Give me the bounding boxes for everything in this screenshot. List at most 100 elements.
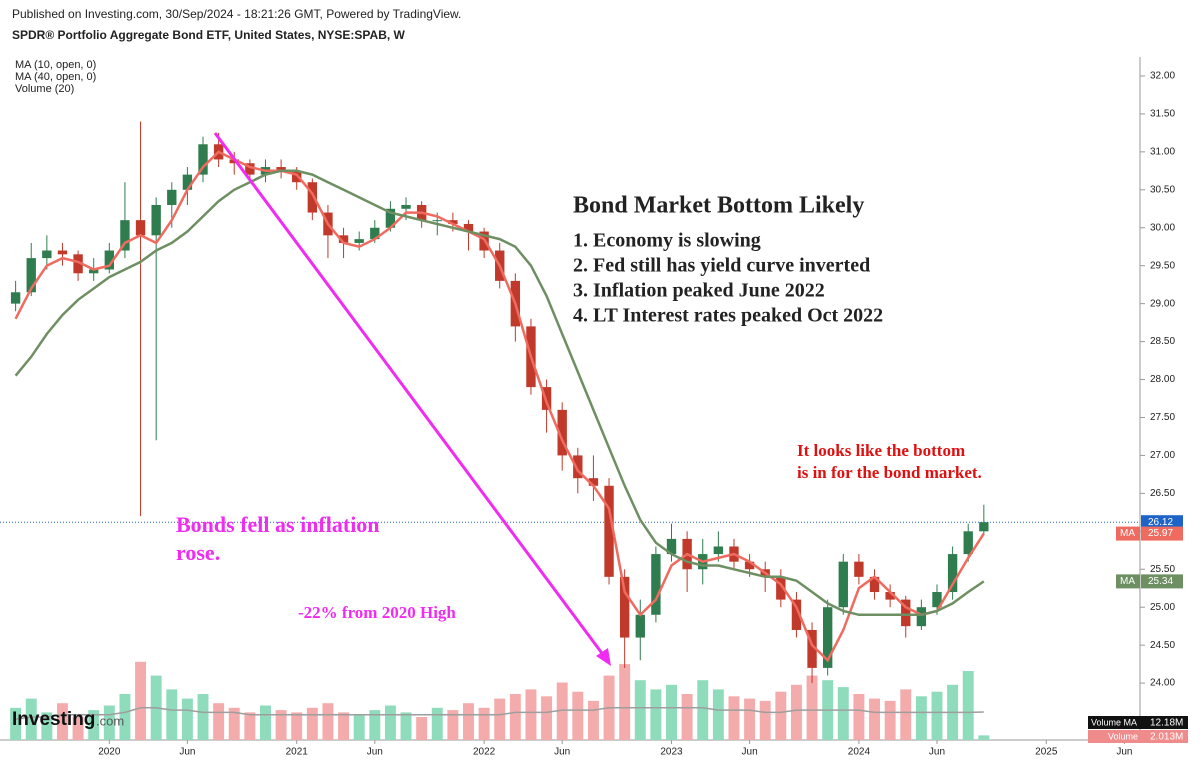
instrument-title: SPDR® Portfolio Aggregate Bond ETF, Unit… <box>12 28 406 42</box>
candle-body <box>807 629 817 668</box>
candle-body <box>854 561 864 577</box>
volume-bar <box>541 696 553 740</box>
price-label-box <box>1141 515 1183 530</box>
volume-bar <box>119 694 131 740</box>
candle-body <box>635 614 645 638</box>
volume-bar <box>775 691 787 740</box>
volume-bar <box>697 680 709 740</box>
volume-bar <box>322 703 334 740</box>
volume-bar <box>25 698 37 740</box>
volume-bar <box>681 694 693 740</box>
candle-body <box>198 144 208 175</box>
volume-bar <box>744 698 756 740</box>
volume-bar <box>650 689 662 740</box>
volume-bar <box>103 705 115 740</box>
x-tick-label: Jun <box>929 747 945 758</box>
volume-value: 2.013M <box>1150 732 1183 743</box>
candle-body <box>354 239 364 243</box>
candle-body <box>182 174 193 190</box>
x-tick-label: Jun <box>1116 747 1132 758</box>
candle-body <box>463 223 474 232</box>
price-label-box <box>1141 526 1183 541</box>
price-label-box <box>1141 574 1183 589</box>
plot <box>0 121 1140 740</box>
volume-bar <box>291 712 303 740</box>
y-tick-label: 32.00 <box>1150 71 1175 82</box>
x-tick-label: 2024 <box>848 747 871 758</box>
volume-bar <box>869 698 880 740</box>
x-tick-label: Jun <box>179 747 195 758</box>
candle-body <box>307 182 318 213</box>
logo-suffix: .com <box>96 713 124 728</box>
volume-ma-name: Volume MA <box>1091 717 1137 727</box>
candle-body <box>744 561 755 570</box>
y-tick-label: 29.00 <box>1150 298 1175 309</box>
bottom-note: is in for the bond market. <box>797 463 982 482</box>
candle-body <box>791 599 802 630</box>
volume-bar <box>931 691 943 740</box>
volume-bar <box>228 707 240 740</box>
volume-bar <box>759 700 771 740</box>
volume-bar <box>181 698 193 740</box>
volume-bar <box>463 703 474 740</box>
volume-bar <box>712 689 724 740</box>
candle-body <box>776 576 786 600</box>
indicator-legend: MA (40, open, 0) <box>15 71 96 83</box>
candle-body <box>276 167 286 171</box>
ma-name: MA <box>1120 576 1135 587</box>
candle-body <box>401 204 411 209</box>
volume-bar <box>978 735 990 740</box>
volume-bar <box>166 689 178 740</box>
volume-box <box>1088 730 1188 743</box>
price-label: 25.34 <box>1148 576 1173 587</box>
candle-body <box>963 531 973 555</box>
volume-bar <box>962 671 974 740</box>
y-tick-label: 31.00 <box>1150 147 1175 158</box>
volume-ma-value: 12.18M <box>1150 718 1183 729</box>
volume-bar <box>197 694 209 740</box>
volume-bar <box>447 710 459 740</box>
volume-bar <box>72 717 84 740</box>
candle-body <box>151 204 161 236</box>
volume-bar <box>525 689 537 740</box>
headline: Bond Market Bottom Likely <box>573 193 864 219</box>
candle-body <box>713 546 724 555</box>
ma-name-box <box>1116 574 1140 589</box>
x-tick-label: 2025 <box>1035 747 1058 758</box>
volume-bar <box>494 698 506 740</box>
volume-bar <box>244 712 256 740</box>
candle-body <box>947 554 958 593</box>
volume-bar <box>306 707 318 740</box>
fall-note: rose. <box>176 540 220 565</box>
y-tick-label: 25.50 <box>1150 564 1175 575</box>
candle-body <box>869 576 880 593</box>
ma-name: MA <box>1120 528 1135 539</box>
x-tick-label: Jun <box>554 747 570 758</box>
arrow <box>213 132 609 661</box>
candle-body <box>370 227 380 240</box>
volume-bar <box>884 700 896 740</box>
candle-body <box>901 599 911 627</box>
point: 2. Fed still has yield curve inverted <box>573 255 870 277</box>
y-tick-label: 25.00 <box>1150 602 1175 613</box>
y-tick-label: 29.50 <box>1150 260 1175 271</box>
candle-body <box>666 538 677 555</box>
point: 1. Economy is slowing <box>573 230 761 252</box>
candle-body <box>838 561 848 608</box>
candle-body <box>89 269 99 274</box>
x-tick-label: Jun <box>742 747 758 758</box>
volume-bar <box>666 684 677 740</box>
candle-body <box>120 220 130 251</box>
logo: Investing <box>12 709 95 730</box>
volume-bar <box>556 682 568 740</box>
candle-body <box>167 189 177 205</box>
volume-bar <box>587 700 599 740</box>
volume-bar <box>338 712 350 740</box>
x-tick-label: 2020 <box>98 747 121 758</box>
candle-body <box>573 455 583 479</box>
volume-bar <box>634 680 646 740</box>
candle-body <box>822 607 833 668</box>
ma-line <box>14 169 985 617</box>
